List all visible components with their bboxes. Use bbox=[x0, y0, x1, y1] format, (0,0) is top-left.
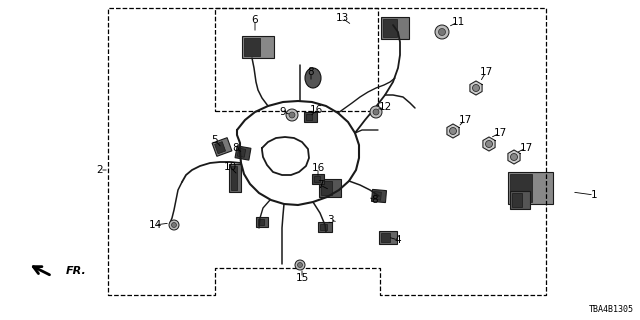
Bar bbox=[231, 166, 237, 190]
Circle shape bbox=[472, 84, 479, 92]
Bar bbox=[371, 189, 387, 203]
Text: 17: 17 bbox=[520, 143, 532, 153]
Text: 8: 8 bbox=[372, 195, 378, 205]
Text: 4: 4 bbox=[395, 235, 401, 245]
Bar bbox=[374, 192, 381, 200]
Bar bbox=[214, 142, 225, 154]
Circle shape bbox=[169, 220, 179, 230]
Polygon shape bbox=[508, 150, 520, 164]
Text: 13: 13 bbox=[335, 13, 349, 23]
Text: 17: 17 bbox=[479, 67, 493, 77]
Text: 8: 8 bbox=[233, 143, 239, 153]
Text: 10: 10 bbox=[223, 162, 237, 172]
Bar bbox=[305, 114, 312, 120]
Bar bbox=[229, 164, 241, 192]
Text: 12: 12 bbox=[378, 102, 392, 112]
Ellipse shape bbox=[305, 68, 321, 88]
Text: 1: 1 bbox=[591, 190, 597, 200]
Bar bbox=[215, 8, 378, 111]
Bar bbox=[256, 217, 268, 227]
Bar bbox=[319, 179, 341, 197]
Circle shape bbox=[486, 140, 493, 148]
Bar bbox=[237, 148, 246, 157]
Text: 17: 17 bbox=[458, 115, 472, 125]
Circle shape bbox=[438, 28, 445, 36]
Bar bbox=[312, 174, 324, 184]
Text: 14: 14 bbox=[148, 220, 162, 230]
Text: 3: 3 bbox=[326, 215, 333, 225]
Text: 5: 5 bbox=[212, 135, 218, 145]
Bar bbox=[258, 219, 264, 225]
Bar bbox=[379, 230, 397, 244]
Text: 15: 15 bbox=[296, 273, 308, 283]
Text: 16: 16 bbox=[312, 163, 324, 173]
Bar bbox=[381, 233, 390, 242]
Circle shape bbox=[289, 112, 295, 118]
Circle shape bbox=[370, 106, 382, 118]
Text: 17: 17 bbox=[493, 128, 507, 138]
Bar bbox=[510, 191, 530, 209]
Text: 7: 7 bbox=[317, 180, 323, 190]
Bar bbox=[509, 174, 532, 202]
Bar bbox=[383, 19, 397, 37]
Bar bbox=[508, 172, 552, 204]
Circle shape bbox=[449, 127, 456, 134]
Text: 2: 2 bbox=[97, 165, 103, 175]
Polygon shape bbox=[483, 137, 495, 151]
Circle shape bbox=[298, 262, 303, 268]
Bar bbox=[303, 112, 317, 122]
Text: 6: 6 bbox=[252, 15, 259, 25]
Circle shape bbox=[435, 25, 449, 39]
Circle shape bbox=[511, 154, 518, 161]
Text: 16: 16 bbox=[309, 105, 323, 115]
Bar bbox=[320, 224, 327, 230]
Bar bbox=[212, 138, 232, 156]
Bar bbox=[321, 181, 332, 195]
Circle shape bbox=[373, 109, 379, 115]
Circle shape bbox=[286, 109, 298, 121]
Text: 9: 9 bbox=[280, 107, 286, 117]
Bar bbox=[242, 36, 274, 58]
Polygon shape bbox=[470, 81, 482, 95]
Text: 8: 8 bbox=[308, 67, 314, 77]
Bar bbox=[512, 193, 522, 207]
Bar bbox=[381, 17, 409, 39]
Polygon shape bbox=[447, 124, 459, 138]
Bar bbox=[244, 38, 260, 56]
Text: TBA4B1305: TBA4B1305 bbox=[589, 305, 634, 314]
Text: FR.: FR. bbox=[66, 266, 87, 276]
Circle shape bbox=[295, 260, 305, 270]
Text: 11: 11 bbox=[451, 17, 465, 27]
Bar bbox=[318, 222, 332, 232]
Bar bbox=[235, 146, 251, 160]
Bar bbox=[314, 176, 320, 182]
Circle shape bbox=[172, 222, 177, 228]
